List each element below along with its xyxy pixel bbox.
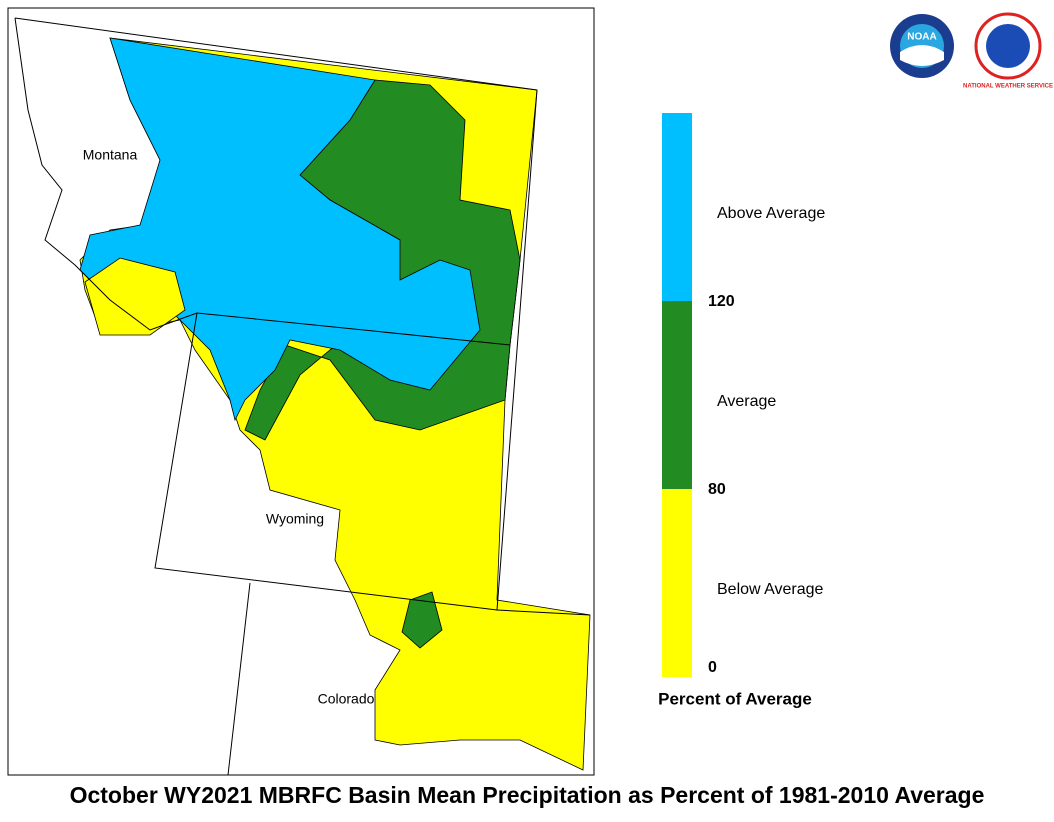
noaa-logo: NOAA (890, 14, 954, 78)
state-border (14, 17, 198, 331)
basin-region (401, 591, 443, 649)
map (14, 17, 591, 776)
state-border (154, 312, 498, 611)
legend: Below Average Average Above Average 0 80 120 (662, 113, 825, 677)
page-title: October WY2021 MBRFC Basin Mean Precipit… (70, 782, 985, 808)
state-border (196, 312, 511, 346)
logo-text: NATIONAL WEATHER SERVICE (963, 84, 1053, 90)
legend-band (662, 489, 692, 677)
legend-tick-label: 80 (708, 481, 726, 498)
legend-band-label: Below Average (717, 581, 824, 598)
state-label: Wyoming (266, 511, 324, 527)
state-border (14, 17, 538, 91)
nws-logo: NATIONAL WEATHER SERVICE (963, 12, 1053, 90)
state-border (496, 89, 591, 616)
legend-tick-label: 0 (708, 659, 717, 676)
legend-band (662, 301, 692, 489)
legend-title: Percent of Average (658, 689, 812, 708)
legend-band (662, 113, 692, 301)
legend-band-label: Above Average (717, 205, 825, 222)
state-label: Montana (83, 147, 138, 163)
basin-region (84, 257, 186, 336)
basin-region (79, 37, 481, 422)
legend-tick-label: 120 (708, 293, 735, 310)
state-label: Colorado (318, 691, 375, 707)
state-border (227, 582, 251, 776)
logo-text: NOAA (907, 32, 936, 43)
legend-band-label: Average (717, 393, 776, 410)
